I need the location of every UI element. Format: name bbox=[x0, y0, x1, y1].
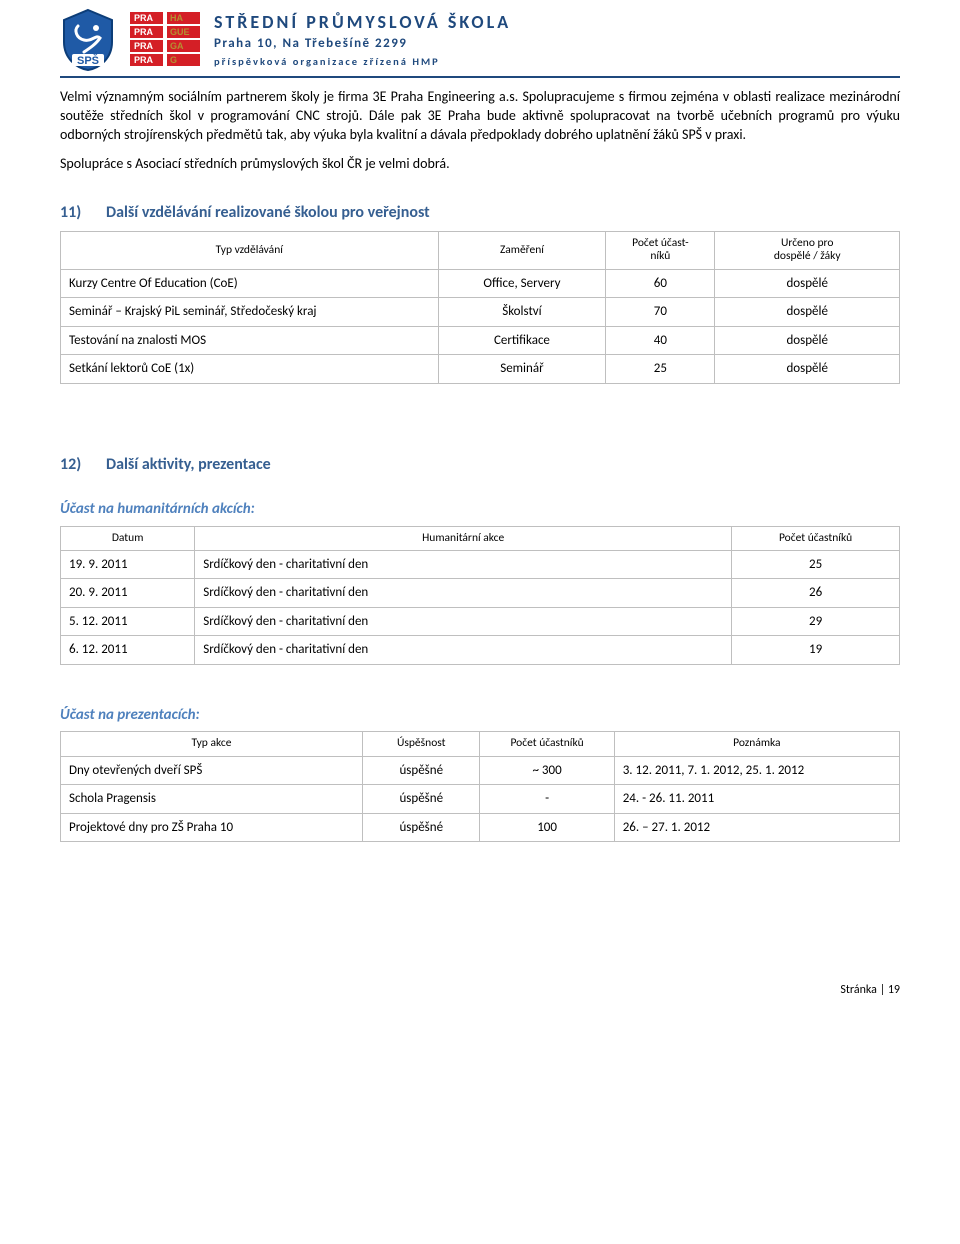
praha-logo-icon: PRA HA PRA GUE PRA GA PRA G bbox=[130, 12, 200, 68]
table-cell: ~ 300 bbox=[480, 756, 614, 785]
table-cell: Školství bbox=[438, 298, 606, 327]
table-cell: Schola Pragensis bbox=[61, 785, 363, 814]
presentations-table: Typ akceÚspěšnostPočet účastníkůPoznámka… bbox=[60, 731, 900, 842]
table-cell: 60 bbox=[606, 269, 715, 298]
table-row: Kurzy Centre Of Education (CoE)Office, S… bbox=[61, 269, 900, 298]
svg-text:PRA: PRA bbox=[134, 27, 154, 37]
table-cell: 6. 12. 2011 bbox=[61, 636, 195, 665]
school-address: Praha 10, Na Třebešíně 2299 bbox=[214, 35, 511, 53]
table-cell: 100 bbox=[480, 813, 614, 842]
table-cell: Seminář bbox=[438, 355, 606, 384]
table-cell: dospělé bbox=[715, 269, 900, 298]
table-header: Datum bbox=[61, 526, 195, 550]
table-row: 5. 12. 2011Srdíčkový den - charitativní … bbox=[61, 607, 900, 636]
table-header: Počet účastníků bbox=[732, 526, 900, 550]
svg-text:G: G bbox=[170, 55, 177, 65]
table-header: Počet účast-níků bbox=[606, 232, 715, 269]
page-footer: Stránka | 19 bbox=[60, 982, 900, 998]
section-11-title: Další vzdělávání realizované školou pro … bbox=[106, 203, 430, 222]
table-header: Určeno prodospělé / žáky bbox=[715, 232, 900, 269]
table-header: Úspěšnost bbox=[363, 732, 480, 756]
page-header: SPŠ PRA HA PRA GUE PRA GA PRA G STŘEDNÍ PRŮM… bbox=[60, 0, 900, 72]
section-11-number: 11) bbox=[60, 202, 106, 224]
table-row: 6. 12. 2011Srdíčkový den - charitativní … bbox=[61, 636, 900, 665]
intro-paragraph-2: Spolupráce s Asociací středních průmyslo… bbox=[60, 155, 900, 174]
presentations-heading: Účast na prezentacích: bbox=[60, 705, 900, 725]
table-row: 20. 9. 2011Srdíčkový den - charitativní … bbox=[61, 579, 900, 608]
svg-text:SPŠ: SPŠ bbox=[77, 54, 99, 67]
table-cell: 25 bbox=[606, 355, 715, 384]
svg-text:PRA: PRA bbox=[134, 55, 154, 65]
school-title: STŘEDNÍ PRŮMYSLOVÁ ŠKOLA bbox=[214, 10, 511, 34]
table-cell: 20. 9. 2011 bbox=[61, 579, 195, 608]
table-cell: 24. - 26. 11. 2011 bbox=[614, 785, 899, 814]
table-cell: Testování na znalosti MOS bbox=[61, 326, 439, 355]
humanitarian-table: DatumHumanitární akcePočet účastníků19. … bbox=[60, 526, 900, 665]
table-header: Zaměření bbox=[438, 232, 606, 269]
table-header: Poznámka bbox=[614, 732, 899, 756]
section-12-heading: 12)Další aktivity, prezentace bbox=[60, 454, 900, 476]
table-cell: 19. 9. 2011 bbox=[61, 550, 195, 579]
school-subtitle: příspěvková organizace zřízená HMP bbox=[214, 55, 511, 69]
table-cell: 29 bbox=[732, 607, 900, 636]
svg-text:HA: HA bbox=[170, 13, 183, 23]
table-cell: Setkání lektorů CoE (1x) bbox=[61, 355, 439, 384]
table-row: Setkání lektorů CoE (1x)Seminář25dospělé bbox=[61, 355, 900, 384]
table-header: Typ akce bbox=[61, 732, 363, 756]
sps-logo-icon: SPŠ bbox=[60, 8, 116, 72]
section-11-heading: 11)Další vzdělávání realizované školou p… bbox=[60, 202, 900, 224]
table-cell: 26. – 27. 1. 2012 bbox=[614, 813, 899, 842]
table-cell: Projektové dny pro ZŠ Praha 10 bbox=[61, 813, 363, 842]
table-cell: Srdíčkový den - charitativní den bbox=[195, 607, 732, 636]
table-cell: úspěšné bbox=[363, 756, 480, 785]
table-header: Humanitární akce bbox=[195, 526, 732, 550]
table-cell: Srdíčkový den - charitativní den bbox=[195, 550, 732, 579]
table-row: Seminář – Krajský PiL seminář, Středočes… bbox=[61, 298, 900, 327]
svg-text:GUE: GUE bbox=[170, 27, 190, 37]
table-cell: Kurzy Centre Of Education (CoE) bbox=[61, 269, 439, 298]
table-cell: dospělé bbox=[715, 326, 900, 355]
section-12-title: Další aktivity, prezentace bbox=[106, 455, 271, 474]
table-cell: 70 bbox=[606, 298, 715, 327]
intro-paragraph-1: Velmi významným sociálním partnerem škol… bbox=[60, 88, 900, 145]
table-cell: úspěšné bbox=[363, 785, 480, 814]
table-cell: Dny otevřených dveří SPŠ bbox=[61, 756, 363, 785]
svg-text:GA: GA bbox=[170, 41, 184, 51]
header-divider bbox=[60, 76, 900, 78]
table-cell: Srdíčkový den - charitativní den bbox=[195, 636, 732, 665]
table-cell: Seminář – Krajský PiL seminář, Středočes… bbox=[61, 298, 439, 327]
table-cell: dospělé bbox=[715, 298, 900, 327]
table-cell: 5. 12. 2011 bbox=[61, 607, 195, 636]
table-header: Počet účastníků bbox=[480, 732, 614, 756]
svg-text:PRA: PRA bbox=[134, 13, 154, 23]
table-cell: 19 bbox=[732, 636, 900, 665]
table-cell: úspěšné bbox=[363, 813, 480, 842]
table-cell: Office, Servery bbox=[438, 269, 606, 298]
education-table: Typ vzděláváníZaměřeníPočet účast-níkůUr… bbox=[60, 231, 900, 384]
table-cell: 26 bbox=[732, 579, 900, 608]
humanitarian-heading: Účast na humanitárních akcích: bbox=[60, 499, 900, 519]
table-row: Schola Pragensisúspěšné-24. - 26. 11. 20… bbox=[61, 785, 900, 814]
table-cell: Srdíčkový den - charitativní den bbox=[195, 579, 732, 608]
table-cell: 3. 12. 2011, 7. 1. 2012, 25. 1. 2012 bbox=[614, 756, 899, 785]
table-cell: 25 bbox=[732, 550, 900, 579]
table-cell: Certifikace bbox=[438, 326, 606, 355]
table-row: 19. 9. 2011Srdíčkový den - charitativní … bbox=[61, 550, 900, 579]
table-cell: - bbox=[480, 785, 614, 814]
table-row: Projektové dny pro ZŠ Praha 10úspěšné100… bbox=[61, 813, 900, 842]
table-row: Testování na znalosti MOSCertifikace40do… bbox=[61, 326, 900, 355]
table-header: Typ vzdělávání bbox=[61, 232, 439, 269]
table-cell: dospělé bbox=[715, 355, 900, 384]
section-12-number: 12) bbox=[60, 454, 106, 476]
table-cell: 40 bbox=[606, 326, 715, 355]
svg-text:PRA: PRA bbox=[134, 41, 154, 51]
table-row: Dny otevřených dveří SPŠúspěšné~ 3003. 1… bbox=[61, 756, 900, 785]
